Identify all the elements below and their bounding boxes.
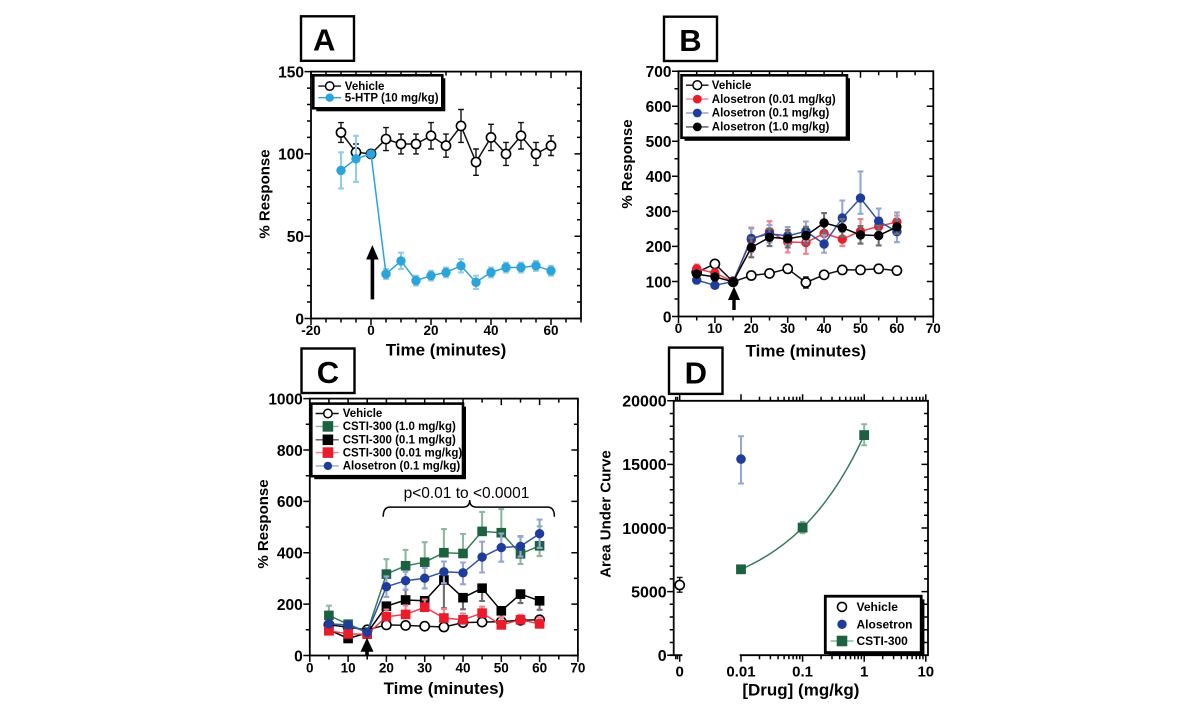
svg-text:150: 150 (278, 64, 304, 81)
svg-text:Vehicle: Vehicle (712, 80, 752, 92)
svg-text:400: 400 (646, 169, 672, 186)
svg-text:40: 40 (455, 661, 470, 676)
svg-text:10: 10 (917, 663, 934, 680)
svg-text:[Drug] (mg/kg): [Drug] (mg/kg) (742, 681, 859, 700)
svg-text:% Response: % Response (619, 119, 636, 208)
svg-text:Alosetron (0.1 mg/kg): Alosetron (0.1 mg/kg) (343, 461, 461, 473)
svg-text:10: 10 (707, 321, 722, 336)
svg-text:Time (minutes): Time (minutes) (386, 340, 507, 359)
svg-text:15000: 15000 (622, 457, 667, 474)
svg-text:70: 70 (570, 661, 585, 676)
svg-text:p<0.01 to <0.0001: p<0.01 to <0.0001 (404, 485, 530, 502)
svg-text:0: 0 (294, 648, 303, 665)
svg-text:1: 1 (860, 663, 868, 680)
svg-text:C: C (317, 355, 339, 390)
svg-text:Alosetron (0.1 mg/kg): Alosetron (0.1 mg/kg) (712, 108, 830, 120)
svg-text:0.1: 0.1 (792, 663, 813, 680)
svg-text:60: 60 (532, 661, 547, 676)
svg-text:Alosetron (0.01 mg/kg): Alosetron (0.01 mg/kg) (712, 94, 836, 106)
svg-text:50: 50 (853, 321, 868, 336)
svg-text:300: 300 (646, 204, 672, 221)
svg-text:Alosetron (1.0 mg/kg): Alosetron (1.0 mg/kg) (712, 122, 830, 134)
svg-text:CSTI-300 (0.1 mg/kg): CSTI-300 (0.1 mg/kg) (343, 435, 456, 447)
svg-text:Vehicle: Vehicle (345, 81, 385, 93)
svg-text:10000: 10000 (622, 521, 667, 538)
svg-text:CSTI-300 (1.0 mg/kg): CSTI-300 (1.0 mg/kg) (343, 421, 456, 433)
svg-text:A: A (313, 23, 335, 58)
svg-text:0: 0 (367, 323, 375, 338)
svg-text:-20: -20 (301, 323, 321, 338)
svg-text:0: 0 (658, 648, 667, 665)
svg-text:0: 0 (295, 311, 304, 328)
svg-text:60: 60 (889, 321, 904, 336)
svg-text:Vehicle: Vehicle (857, 600, 899, 614)
svg-text:700: 700 (646, 64, 672, 81)
svg-text:30: 30 (780, 321, 795, 336)
svg-text:Time (minutes): Time (minutes) (746, 342, 867, 361)
svg-text:0: 0 (676, 663, 684, 680)
svg-text:40: 40 (817, 321, 832, 336)
svg-text:20000: 20000 (622, 394, 667, 411)
svg-text:200: 200 (277, 597, 303, 614)
svg-text:1000: 1000 (268, 391, 302, 408)
svg-text:20: 20 (379, 661, 394, 676)
svg-text:0.01: 0.01 (726, 663, 755, 680)
svg-text:Alosetron: Alosetron (857, 617, 913, 631)
svg-text:5-HTP (10 mg/kg): 5-HTP (10 mg/kg) (345, 92, 439, 104)
svg-text:5000: 5000 (631, 584, 667, 601)
svg-text:D: D (685, 356, 707, 391)
svg-text:40: 40 (483, 323, 498, 338)
svg-text:0: 0 (663, 309, 672, 326)
svg-text:10: 10 (341, 661, 356, 676)
svg-text:50: 50 (287, 229, 304, 246)
svg-text:400: 400 (277, 546, 303, 563)
svg-text:70: 70 (926, 321, 941, 336)
svg-text:600: 600 (646, 99, 672, 116)
svg-text:CSTI-300: CSTI-300 (857, 634, 909, 648)
svg-text:500: 500 (646, 134, 672, 151)
svg-text:800: 800 (277, 443, 303, 460)
svg-text:B: B (679, 23, 701, 58)
svg-text:30: 30 (417, 661, 432, 676)
svg-text:100: 100 (646, 274, 672, 291)
svg-text:600: 600 (277, 494, 303, 511)
svg-text:20: 20 (744, 321, 759, 336)
svg-text:Vehicle: Vehicle (343, 408, 383, 420)
svg-text:Time (minutes): Time (minutes) (384, 679, 505, 698)
svg-text:0: 0 (306, 661, 314, 676)
svg-text:50: 50 (494, 661, 509, 676)
svg-text:200: 200 (646, 239, 672, 256)
svg-text:% Response: % Response (257, 149, 274, 238)
svg-text:20: 20 (423, 323, 438, 338)
svg-text:Area Under Curve: Area Under Curve (598, 450, 615, 578)
svg-text:100: 100 (278, 147, 304, 164)
svg-text:CSTI-300 (0.01 mg/kg): CSTI-300 (0.01 mg/kg) (343, 447, 463, 459)
svg-text:60: 60 (543, 323, 558, 338)
svg-text:0: 0 (675, 321, 683, 336)
svg-text:% Response: % Response (255, 479, 272, 568)
